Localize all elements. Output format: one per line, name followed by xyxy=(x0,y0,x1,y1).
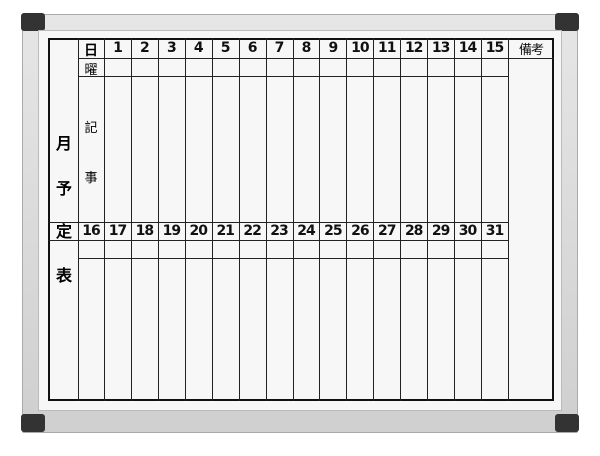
grid-line-vertical xyxy=(184,38,186,401)
grid-line-vertical xyxy=(238,38,240,401)
day-number: 5 xyxy=(220,40,231,56)
day-number: 6 xyxy=(247,40,258,56)
day-number: 27 xyxy=(378,223,396,239)
grid-line-vertical xyxy=(157,38,159,401)
grid-line-vertical xyxy=(400,38,402,401)
remarks-label: 備考 xyxy=(518,42,544,58)
day-number: 15 xyxy=(485,40,504,56)
day-number: 12 xyxy=(404,40,423,56)
day-number: 31 xyxy=(485,223,504,239)
day-number: 17 xyxy=(108,223,127,239)
day-number: 29 xyxy=(431,223,450,239)
day-number: 24 xyxy=(297,223,315,239)
grid-line-vertical xyxy=(507,38,509,401)
grid-line-horizontal xyxy=(48,222,508,223)
grid-line-horizontal xyxy=(48,240,508,241)
day-label: 日 xyxy=(84,43,98,59)
day-number: 10 xyxy=(351,40,369,56)
grid-line-vertical xyxy=(104,38,105,401)
grid-line-vertical xyxy=(346,38,348,401)
frame-corner-bottom-right xyxy=(555,414,579,432)
grid-line-vertical xyxy=(454,38,456,401)
day-number: 16 xyxy=(82,223,100,239)
day-number: 18 xyxy=(135,223,154,239)
grid-line-vertical xyxy=(78,38,79,401)
notes-label-char: 記 xyxy=(84,121,98,136)
day-number: 21 xyxy=(216,223,234,239)
day-number: 9 xyxy=(328,40,339,56)
grid-line-vertical xyxy=(427,38,429,401)
title-char: 予 xyxy=(55,179,72,198)
grid-line-vertical xyxy=(292,38,294,401)
frame-corner-bottom-left xyxy=(21,414,45,432)
day-number: 11 xyxy=(378,40,396,56)
day-number: 13 xyxy=(431,40,450,56)
day-number: 3 xyxy=(166,40,177,56)
day-number: 1 xyxy=(113,40,123,56)
day-number: 23 xyxy=(270,223,288,239)
day-number: 26 xyxy=(351,223,369,239)
grid-line-vertical xyxy=(373,38,375,401)
frame-corner-top-left xyxy=(21,13,45,31)
day-number: 19 xyxy=(162,223,181,239)
day-number: 22 xyxy=(243,223,261,239)
day-number: 4 xyxy=(193,40,204,56)
grid-line-horizontal xyxy=(78,258,508,259)
frame-corner-top-right xyxy=(555,13,579,31)
day-number: 30 xyxy=(458,223,477,239)
grid-line-vertical xyxy=(319,38,321,401)
title-char: 月 xyxy=(55,134,72,153)
notes-label-char: 事 xyxy=(84,171,98,186)
whiteboard-surface[interactable] xyxy=(38,30,562,411)
grid-line-vertical xyxy=(211,38,213,401)
weekday-label: 曜 xyxy=(84,63,98,78)
grid-line-vertical xyxy=(481,38,483,401)
grid-line-vertical xyxy=(130,38,132,401)
day-number: 2 xyxy=(140,40,150,56)
day-number: 20 xyxy=(189,223,208,239)
grid-line-horizontal xyxy=(78,58,554,59)
schedule-grid xyxy=(48,38,554,401)
day-number: 8 xyxy=(301,40,312,56)
title-char: 定 xyxy=(55,222,72,241)
title-char: 表 xyxy=(55,266,72,285)
grid-line-horizontal xyxy=(78,76,508,77)
day-number: 28 xyxy=(404,223,423,239)
day-number: 25 xyxy=(324,223,342,239)
grid-line-vertical xyxy=(265,38,267,401)
day-number: 14 xyxy=(458,40,477,56)
day-number: 7 xyxy=(274,40,285,56)
